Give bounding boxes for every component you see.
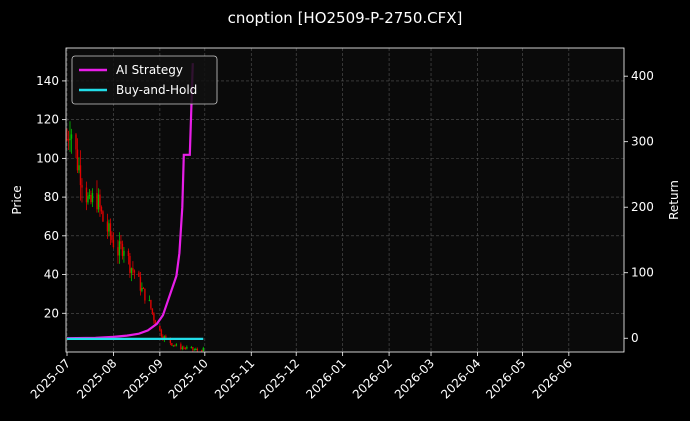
legend-label: Buy-and-Hold <box>116 83 197 97</box>
axes-frame <box>65 47 625 353</box>
svg-text:20: 20 <box>44 306 59 320</box>
legend: AI Strategy Buy-and-Hold <box>71 55 218 105</box>
y-axis-left-label: Price <box>10 185 24 214</box>
svg-text:400: 400 <box>631 69 654 83</box>
y-axis-left: 20 40 60 80 100 120 140 <box>36 74 66 320</box>
svg-text:2025-08: 2025-08 <box>74 356 119 401</box>
svg-text:2026-03: 2026-03 <box>392 356 437 401</box>
legend-label: AI Strategy <box>116 63 183 77</box>
svg-text:2025-07: 2025-07 <box>28 356 73 401</box>
svg-text:2026-05: 2026-05 <box>483 356 528 401</box>
candlesticks <box>66 121 205 352</box>
svg-text:100: 100 <box>36 151 59 165</box>
svg-text:60: 60 <box>44 229 59 243</box>
svg-text:2026-01: 2026-01 <box>303 356 348 401</box>
y-axis-right-label: Return <box>667 180 681 220</box>
svg-text:0: 0 <box>631 331 639 345</box>
svg-text:2025-09: 2025-09 <box>121 356 166 401</box>
svg-text:2025-10: 2025-10 <box>166 356 211 401</box>
svg-text:2025-11: 2025-11 <box>212 356 257 401</box>
svg-text:300: 300 <box>631 135 654 149</box>
svg-text:200: 200 <box>631 200 654 214</box>
svg-text:2025-12: 2025-12 <box>257 356 302 401</box>
svg-text:2026-06: 2026-06 <box>530 356 575 401</box>
svg-text:100: 100 <box>631 266 654 280</box>
svg-text:40: 40 <box>44 268 59 282</box>
x-axis: 2025-07 2025-08 2025-09 2025-10 2025-11 2025-… <box>28 352 575 402</box>
chart-title: cnoption [HO2509-P-2750.CFX] <box>227 9 463 27</box>
svg-text:120: 120 <box>36 113 59 127</box>
svg-text:2026-04: 2026-04 <box>438 356 483 401</box>
series-line-ai-strategy <box>66 63 194 340</box>
svg-text:140: 140 <box>36 74 59 88</box>
svg-text:2026-02: 2026-02 <box>350 356 395 401</box>
svg-text:80: 80 <box>44 190 59 204</box>
y-axis-right: 0 100 200 300 400 <box>624 69 654 345</box>
